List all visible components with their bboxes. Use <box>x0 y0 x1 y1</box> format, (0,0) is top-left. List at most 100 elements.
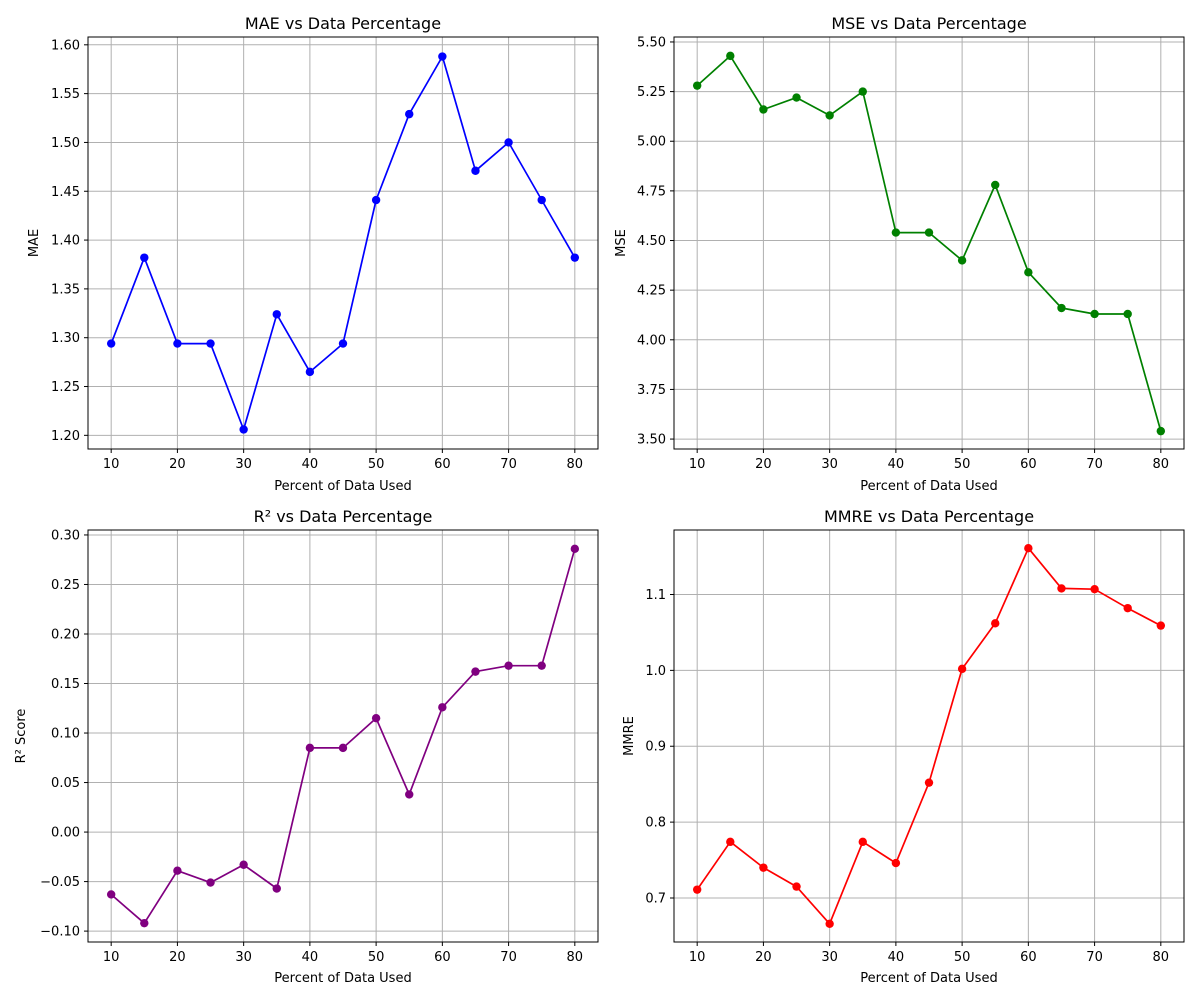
y-tick-label: 4.75 <box>637 184 666 199</box>
y-tick-label: 1.50 <box>51 136 80 151</box>
data-point <box>405 790 414 799</box>
series-line <box>696 55 1162 432</box>
data-point <box>338 743 348 753</box>
x-tick-label: 60 <box>1020 950 1037 965</box>
x-tick-label: 20 <box>169 950 186 965</box>
data-point <box>891 858 901 868</box>
data-point <box>272 884 281 893</box>
y-tick-label: 3.50 <box>637 433 666 448</box>
y-tick-label: 0.15 <box>51 677 80 692</box>
data-point <box>140 918 149 928</box>
x-tick-label: 30 <box>235 950 252 965</box>
data-point <box>305 367 315 377</box>
data-point <box>471 166 480 175</box>
x-axis-label: Percent of Data Used <box>860 479 997 494</box>
y-tick-label: 0.05 <box>51 776 80 791</box>
y-tick-label: 1.45 <box>51 185 80 200</box>
x-tick-label: 70 <box>500 950 517 965</box>
data-point <box>173 866 182 875</box>
y-tick-label: −0.05 <box>40 875 80 890</box>
y-tick-label: 1.20 <box>51 429 80 444</box>
data-point <box>239 860 248 869</box>
chart-title: MAE vs Data Percentage <box>245 14 441 33</box>
data-point <box>106 339 116 348</box>
data-point <box>858 837 867 847</box>
data-point <box>1024 544 1033 553</box>
x-axis-label: Percent of Data Used <box>860 971 997 986</box>
x-tick-label: 70 <box>1086 950 1103 965</box>
x-tick-label: 40 <box>888 950 905 965</box>
y-tick-label: 4.50 <box>637 234 666 249</box>
y-tick-label: 5.25 <box>637 85 666 100</box>
data-point <box>759 863 768 872</box>
data-point <box>206 339 215 348</box>
data-point <box>405 109 414 119</box>
y-tick-label: 0.30 <box>51 528 80 543</box>
data-point <box>371 195 381 205</box>
y-axis-label: R² Score <box>14 709 29 764</box>
data-point <box>692 885 702 894</box>
y-tick-label: 0.00 <box>51 826 80 841</box>
x-tick-label: 50 <box>368 950 385 965</box>
x-axis-label: Percent of Data Used <box>274 479 411 494</box>
x-tick-label: 60 <box>434 950 451 965</box>
x-tick-label: 40 <box>302 950 319 965</box>
data-point <box>1090 309 1099 319</box>
data-point <box>1024 268 1033 277</box>
data-point <box>726 837 735 847</box>
data-point <box>206 878 215 887</box>
y-tick-label: 1.30 <box>51 331 80 346</box>
data-point <box>338 339 348 348</box>
x-tick-label: 60 <box>1020 457 1037 472</box>
y-tick-label: 5.00 <box>637 135 666 150</box>
data-point <box>438 52 447 61</box>
data-point <box>692 81 702 90</box>
grid <box>674 37 1184 449</box>
y-tick-label: 0.7 <box>645 891 666 906</box>
data-point <box>537 195 546 205</box>
data-point <box>173 339 182 348</box>
data-point <box>1090 584 1099 594</box>
y-tick-label: 1.60 <box>51 38 80 53</box>
data-point <box>570 544 580 554</box>
x-tick-label: 10 <box>103 457 120 472</box>
x-tick-label: 20 <box>755 457 772 472</box>
y-tick-label: 0.10 <box>51 727 80 742</box>
x-tick-label: 10 <box>689 457 706 472</box>
x-tick-label: 50 <box>368 457 385 472</box>
data-point <box>759 105 768 114</box>
x-tick-label: 30 <box>821 950 838 965</box>
y-tick-label: 0.9 <box>645 740 666 755</box>
x-tick-label: 10 <box>689 950 706 965</box>
data-point <box>991 180 1000 190</box>
axes-frame <box>87 529 599 943</box>
data-point <box>1156 621 1166 630</box>
y-tick-label: 4.00 <box>637 333 666 348</box>
y-tick-label: 3.75 <box>637 383 666 398</box>
data-point <box>371 713 381 723</box>
x-tick-label: 10 <box>103 950 120 965</box>
x-tick-label: 80 <box>567 950 584 965</box>
data-point <box>1156 426 1166 436</box>
x-tick-label: 50 <box>954 457 971 472</box>
x-tick-label: 20 <box>755 950 772 965</box>
data-point <box>1057 303 1066 313</box>
subplot-mae: MAE vs Data Percentage Percent of Data U… <box>27 14 599 494</box>
y-tick-label: 4.25 <box>637 284 666 299</box>
data-point <box>991 619 1000 628</box>
y-axis-label: MAE <box>27 229 42 257</box>
y-tick-label: 0.20 <box>51 627 80 642</box>
x-tick-label: 40 <box>302 457 319 472</box>
x-axis-label: Percent of Data Used <box>274 971 411 986</box>
data-point <box>239 425 248 434</box>
x-tick-label: 60 <box>434 457 451 472</box>
data-point <box>957 664 967 674</box>
x-tick-label: 70 <box>500 457 517 472</box>
grid <box>88 530 598 942</box>
y-axis-label: MMRE <box>622 716 637 756</box>
data-point <box>825 111 834 120</box>
data-point <box>825 919 834 928</box>
data-point <box>726 51 735 61</box>
data-point <box>272 310 281 319</box>
subplot-r2: R² vs Data Percentage Percent of Data Us… <box>14 507 599 986</box>
